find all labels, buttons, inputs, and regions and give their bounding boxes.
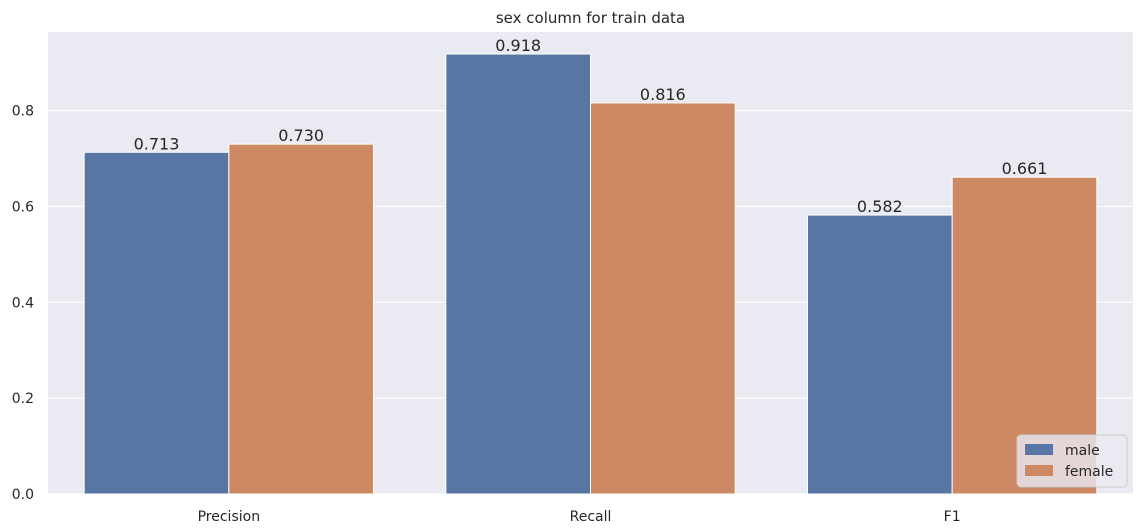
bar-female-precision xyxy=(228,143,374,495)
bar-female-recall xyxy=(590,102,736,495)
data-label: 0.816 xyxy=(640,85,686,104)
x-tick-label: F1 xyxy=(944,509,961,525)
x-axis-ticks: Precision Recall F1 xyxy=(198,509,961,525)
legend-swatch-male xyxy=(1025,444,1053,455)
data-label: 0.713 xyxy=(134,134,180,153)
data-label: 0.661 xyxy=(1002,159,1048,178)
y-tick-label: 0.4 xyxy=(12,295,34,311)
x-tick-label: Recall xyxy=(570,509,612,525)
data-label: 0.918 xyxy=(495,36,541,55)
y-axis-ticks: 0.0 0.2 0.4 0.6 0.8 xyxy=(12,104,34,503)
legend-label-male: male xyxy=(1065,443,1100,459)
legend-swatch-female xyxy=(1025,465,1053,476)
legend: male female xyxy=(1016,434,1128,488)
data-label: 0.730 xyxy=(278,126,324,145)
bar-male-precision xyxy=(83,151,230,495)
data-label: 0.582 xyxy=(857,197,903,216)
y-tick-label: 0.6 xyxy=(12,199,34,215)
bar-male-recall xyxy=(445,53,592,495)
bars xyxy=(83,53,1098,495)
bar-male-f1 xyxy=(807,214,953,495)
data-labels: 0.713 0.730 0.918 0.816 0.582 0.661 xyxy=(134,36,1048,216)
x-tick-label: Precision xyxy=(198,509,260,525)
y-tick-label: 0.0 xyxy=(12,487,34,503)
chart-title: sex column for train data xyxy=(496,9,685,27)
legend-label-female: female xyxy=(1065,464,1113,480)
y-tick-label: 0.2 xyxy=(12,391,34,407)
y-tick-label: 0.8 xyxy=(12,104,34,120)
